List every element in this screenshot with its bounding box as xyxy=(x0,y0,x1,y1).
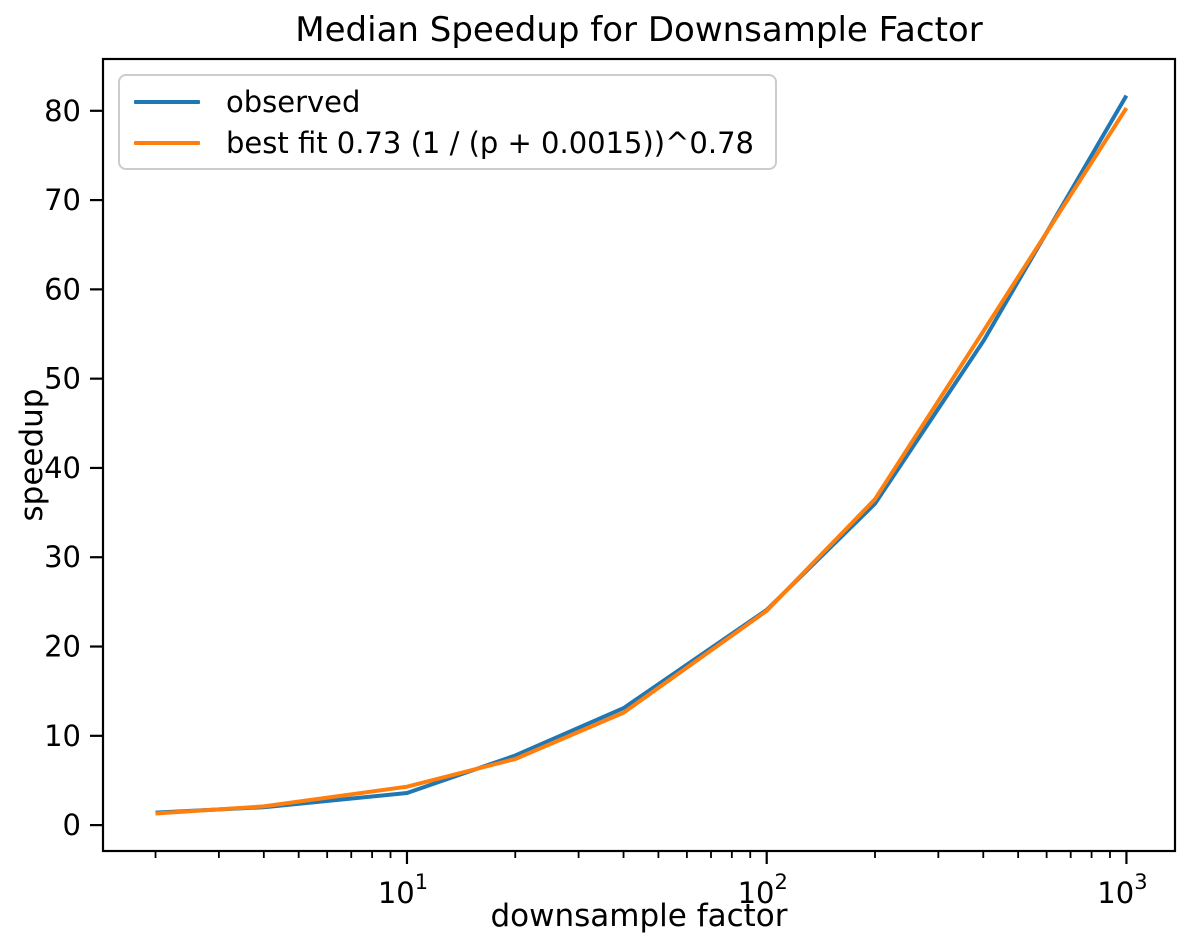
y-tick-label: 50 xyxy=(44,362,81,396)
y-tick-label: 70 xyxy=(44,183,81,217)
y-tick-label: 10 xyxy=(44,719,81,753)
y-tick-label: 0 xyxy=(63,808,81,842)
y-tick-label: 30 xyxy=(44,540,81,574)
y-tick-label: 40 xyxy=(44,451,81,485)
x-axis-label: downsample factor xyxy=(490,898,788,934)
chart-title: Median Speedup for Downsample Factor xyxy=(295,10,983,50)
legend-item-observed: observed xyxy=(134,81,761,122)
legend-label-best-fit: best fit 0.73 (1 / (p + 0.0015))^0.78 xyxy=(226,125,754,160)
y-axis-label: speedup xyxy=(14,388,50,522)
y-tick-label: 20 xyxy=(44,630,81,664)
y-tick-label: 80 xyxy=(44,94,81,128)
axes-box xyxy=(101,57,1177,853)
y-tick-label: 60 xyxy=(44,272,81,306)
observed-line-swatch xyxy=(134,99,200,104)
legend-label-observed: observed xyxy=(226,84,361,119)
observed-line xyxy=(155,94,1129,815)
best-fit-line xyxy=(155,107,1129,816)
legend: observed best fit 0.73 (1 / (p + 0.0015)… xyxy=(118,74,777,170)
best-fit-line-swatch xyxy=(134,140,200,145)
legend-item-best-fit: best fit 0.73 (1 / (p + 0.0015))^0.78 xyxy=(134,122,761,163)
